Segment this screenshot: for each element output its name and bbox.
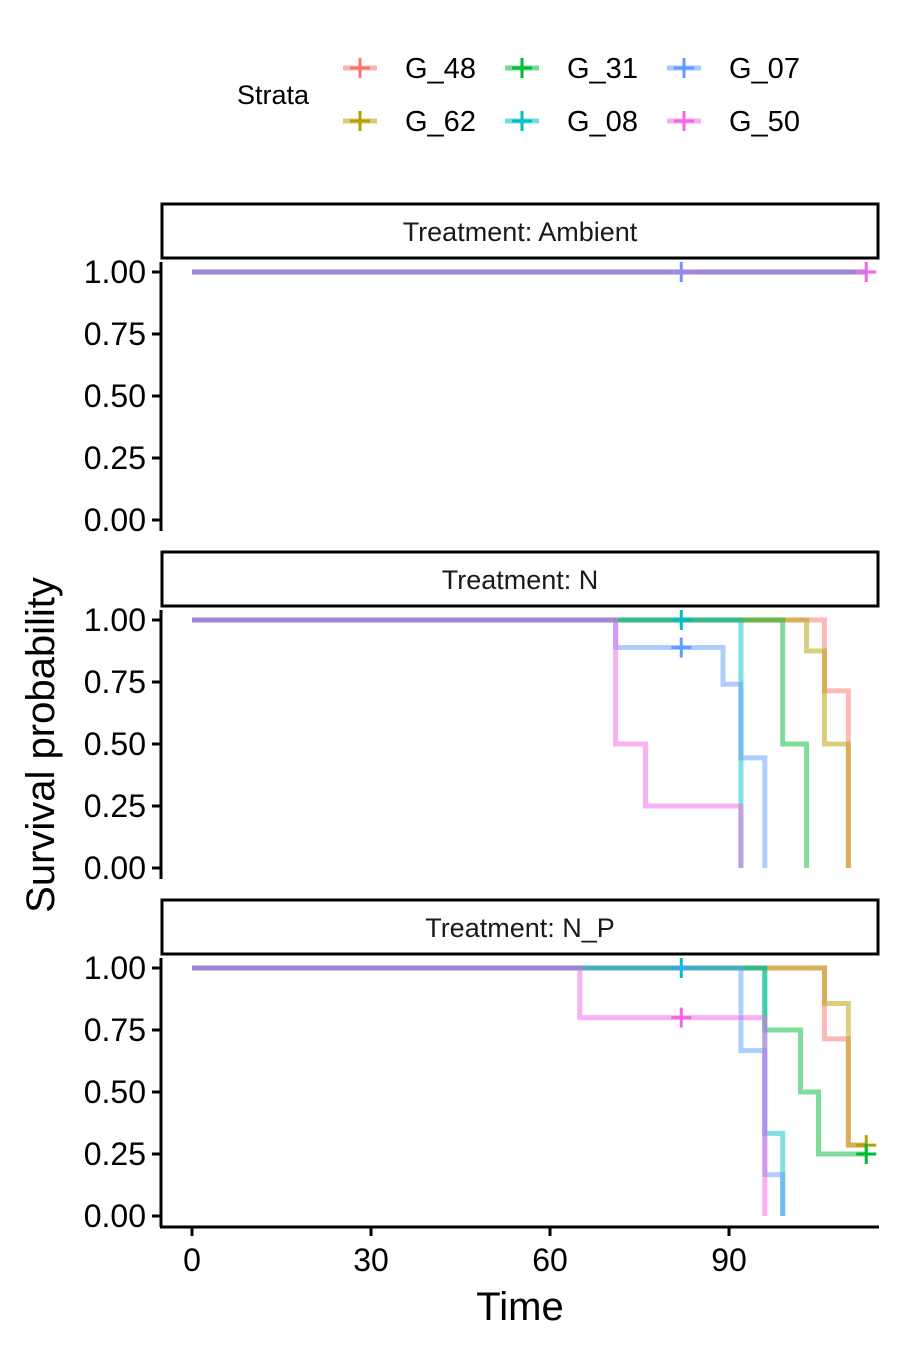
legend-item-g_62: G_62 xyxy=(343,106,476,138)
panel-3: Treatment: N_P 0.00 0.25 0.50 0.75 1.00 xyxy=(84,898,880,1234)
legend: Strata G_48 G_31 G_07 G_62 G_08 G_50 xyxy=(237,53,800,138)
survival-curve-g_50 xyxy=(192,965,768,1216)
y-tick-label: 1.00 xyxy=(84,254,146,290)
legend-title: Strata xyxy=(237,80,310,110)
y-tick-label: 0.00 xyxy=(84,1198,146,1234)
facet-strip xyxy=(160,898,880,956)
survival-curve-g_07 xyxy=(192,965,786,1216)
x-axis-title: Time xyxy=(476,1285,563,1329)
legend-label-g_07: G_07 xyxy=(729,53,800,85)
x-tick-label: 30 xyxy=(353,1242,389,1278)
y-tick-label: 0.50 xyxy=(84,1074,146,1110)
x-tick-label: 0 xyxy=(183,1242,201,1278)
legend-item-g_31: G_31 xyxy=(505,53,638,85)
facet-strip xyxy=(160,550,880,608)
y-tick-label: 0.25 xyxy=(84,440,146,476)
y-tick-label: 0.75 xyxy=(84,664,146,700)
legend-item-g_48: G_48 xyxy=(343,53,476,85)
x-tick-label: 60 xyxy=(532,1242,568,1278)
survival-curve-g_50 xyxy=(192,617,744,868)
y-tick-label: 0.50 xyxy=(84,726,146,762)
survival-curve-g_08 xyxy=(192,965,786,1216)
y-tick-label: 0.00 xyxy=(84,850,146,886)
panel-2: Treatment: N 0.00 0.25 0.50 0.75 1.00 xyxy=(84,550,880,886)
facet-strip xyxy=(160,202,880,260)
censor-mark-g_07 xyxy=(671,637,692,658)
x-tick-label: 90 xyxy=(711,1242,747,1278)
legend-label-g_08: G_08 xyxy=(567,106,638,138)
y-tick-label: 0.25 xyxy=(84,1136,146,1172)
y-tick-label: 0.50 xyxy=(84,378,146,414)
legend-label-g_48: G_48 xyxy=(405,53,476,85)
legend-label-g_62: G_62 xyxy=(405,106,476,138)
x-axis: 0 30 60 90 xyxy=(160,1225,879,1278)
survival-curve-g_62 xyxy=(192,617,851,868)
y-axis-title: Survival probability xyxy=(19,577,63,913)
panels: Treatment: Ambient0.000.250.500.751.00Tr… xyxy=(84,202,880,1234)
y-tick-label: 0.00 xyxy=(84,502,146,538)
survival-curve-g_07 xyxy=(192,617,768,868)
legend-item-g_07: G_07 xyxy=(667,53,800,85)
censor-mark-g_08 xyxy=(671,610,692,630)
censor-mark-g_31 xyxy=(856,1144,877,1164)
facet-strip-label: Treatment: N xyxy=(442,565,599,595)
y-tick-label: 1.00 xyxy=(84,602,146,638)
survival-curve-g_48 xyxy=(192,617,851,868)
facet-strip-label: Treatment: Ambient xyxy=(403,217,638,247)
facet-strip-label: Treatment: N_P xyxy=(425,913,615,943)
y-tick-label: 0.75 xyxy=(84,316,146,352)
legend-item-g_50: G_50 xyxy=(667,106,800,138)
survival-curve-g_31 xyxy=(192,617,810,868)
survival-curve-g_08 xyxy=(192,617,744,868)
censor-mark-g_50 xyxy=(671,1007,692,1028)
y-tick-label: 0.75 xyxy=(84,1012,146,1048)
panel-1: Treatment: Ambient 0.00 0.25 0.50 0.75 1.00 xyxy=(84,202,880,538)
y-tick-label: 1.00 xyxy=(84,950,146,986)
censor-mark-g_50 xyxy=(856,262,877,282)
legend-label-g_31: G_31 xyxy=(567,53,638,85)
legend-label-g_50: G_50 xyxy=(729,106,800,138)
legend-item-g_08: G_08 xyxy=(505,106,638,138)
y-tick-label: 0.25 xyxy=(84,788,146,824)
